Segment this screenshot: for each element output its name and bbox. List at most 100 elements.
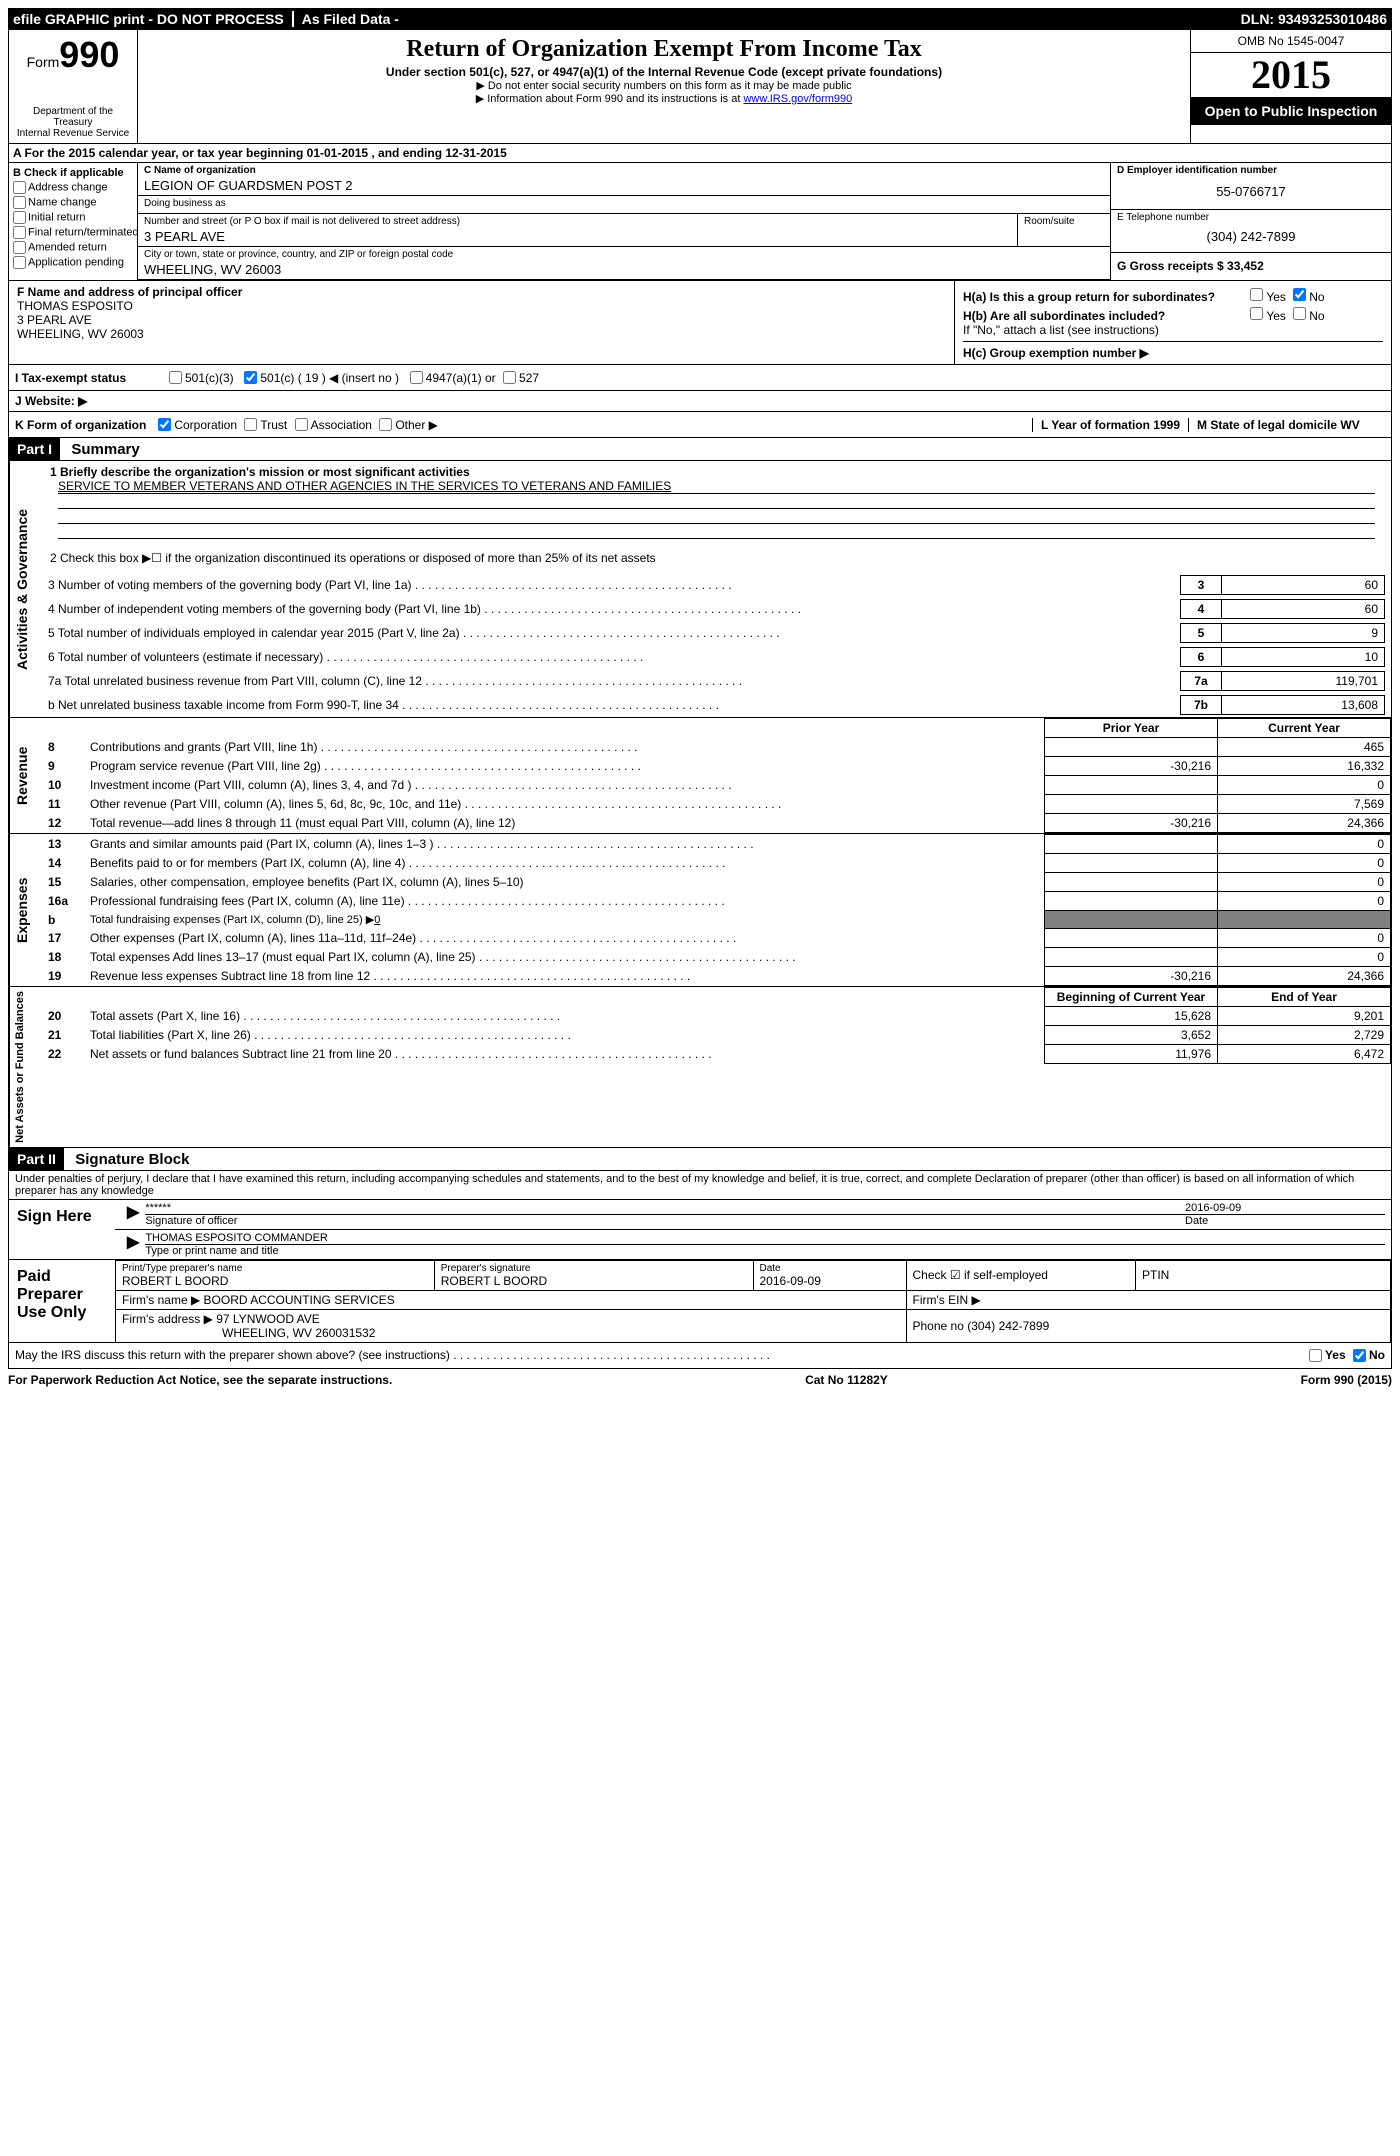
address-change-check[interactable] xyxy=(13,181,26,194)
line21-end: 2,729 xyxy=(1218,1026,1391,1045)
type-name-label: Type or print name and title xyxy=(145,1244,1385,1257)
line22-desc: Net assets or fund balances Subtract lin… xyxy=(84,1045,1045,1064)
room-label: Room/suite xyxy=(1024,216,1104,227)
assoc-label: Association xyxy=(311,418,372,432)
firm-name: BOORD ACCOUNTING SERVICES xyxy=(204,1293,395,1307)
street-value: 3 PEARL AVE xyxy=(144,227,1011,244)
application-pending-label: Application pending xyxy=(28,256,124,268)
line11-current: 7,569 xyxy=(1218,795,1391,814)
corp-check[interactable] xyxy=(158,418,171,431)
form-word: Form xyxy=(27,54,60,70)
side-activities-governance: Activities & Governance xyxy=(9,461,42,717)
self-employed-check: Check ☑ if self-employed xyxy=(906,1260,1136,1290)
form-header: Form990 Department of the Treasury Inter… xyxy=(8,30,1392,144)
hb-no-check[interactable] xyxy=(1293,307,1306,320)
line22-begin: 11,976 xyxy=(1045,1045,1218,1064)
as-filed: As Filed Data - xyxy=(294,11,407,27)
assoc-check[interactable] xyxy=(295,418,308,431)
501c-label: 501(c) ( 19 ) ◀ (insert no ) xyxy=(260,371,399,385)
year-formation: L Year of formation 1999 xyxy=(1041,418,1180,432)
ha-no-check[interactable] xyxy=(1293,288,1306,301)
dba-label: Doing business as xyxy=(144,198,1104,209)
amended-return-check[interactable] xyxy=(13,241,26,254)
side-revenue: Revenue xyxy=(9,718,42,833)
officer-printed-name: THOMAS ESPOSITO COMMANDER xyxy=(145,1232,1385,1244)
initial-return-check[interactable] xyxy=(13,211,26,224)
line8-desc: Contributions and grants (Part VIII, lin… xyxy=(84,738,1045,757)
website-label: J Website: ▶ xyxy=(15,394,87,408)
other-check[interactable] xyxy=(379,418,392,431)
line22-end: 6,472 xyxy=(1218,1045,1391,1064)
mission-text: SERVICE TO MEMBER VETERANS AND OTHER AGE… xyxy=(58,479,1375,494)
line18-current: 0 xyxy=(1218,948,1391,967)
section-revenue: Revenue Prior YearCurrent Year 8Contribu… xyxy=(8,718,1392,834)
row-k-form-org: K Form of organization Corporation Trust… xyxy=(8,412,1392,438)
line16b-val: 0 xyxy=(374,914,380,926)
line5-val: 9 xyxy=(1222,623,1385,643)
info-note-text: ▶ Information about Form 990 and its ins… xyxy=(476,93,744,105)
state-domicile: M State of legal domicile WV xyxy=(1197,418,1360,432)
irs-label: Internal Revenue Service xyxy=(13,128,133,139)
dln: DLN: 93493253010486 xyxy=(1241,11,1387,27)
line6-num: 6 xyxy=(1180,647,1222,667)
row-a-tax-year: A For the 2015 calendar year, or tax yea… xyxy=(8,144,1392,163)
paid-preparer-label: Paid Preparer Use Only xyxy=(9,1260,115,1342)
line10-current: 0 xyxy=(1218,776,1391,795)
line16b-desc: Total fundraising expenses (Part IX, col… xyxy=(84,911,1045,929)
501c-check[interactable] xyxy=(244,371,257,384)
discuss-row: May the IRS discuss this return with the… xyxy=(8,1343,1392,1369)
line7b-num: 7b xyxy=(1180,695,1222,715)
discuss-no-check[interactable] xyxy=(1353,1349,1366,1362)
omb-number: OMB No 1545-0047 xyxy=(1191,30,1391,53)
ssn-note: ▶ Do not enter social security numbers o… xyxy=(148,79,1180,92)
firm-addr2: WHEELING, WV 260031532 xyxy=(122,1326,375,1340)
entity-block: B Check if applicable Address change Nam… xyxy=(8,163,1392,281)
name-change-check[interactable] xyxy=(13,196,26,209)
hb-yes-check[interactable] xyxy=(1250,307,1263,320)
4947-label: 4947(a)(1) or xyxy=(426,371,496,385)
phone-label: E Telephone number xyxy=(1117,212,1385,223)
begin-year-header: Beginning of Current Year xyxy=(1045,988,1218,1007)
line18-desc: Total expenses Add lines 13–17 (must equ… xyxy=(84,948,1045,967)
firm-ein: Firm's EIN ▶ xyxy=(906,1290,1391,1309)
line5-num: 5 xyxy=(1180,623,1222,643)
final-return-check[interactable] xyxy=(13,226,26,239)
irs-link[interactable]: www.IRS.gov/form990 xyxy=(743,93,852,105)
line16b-text: Total fundraising expenses (Part IX, col… xyxy=(90,914,374,926)
application-pending-check[interactable] xyxy=(13,256,26,269)
line9-prior: -30,216 xyxy=(1045,757,1218,776)
discuss-yes-check[interactable] xyxy=(1309,1349,1322,1362)
line3-val: 60 xyxy=(1222,575,1385,595)
prep-name-label: Print/Type preparer's name xyxy=(122,1263,428,1274)
hb-label: H(b) Are all subordinates included? xyxy=(963,309,1243,323)
501c3-label: 501(c)(3) xyxy=(185,371,234,385)
trust-check[interactable] xyxy=(244,418,257,431)
line17-desc: Other expenses (Part IX, column (A), lin… xyxy=(84,929,1045,948)
4947-check[interactable] xyxy=(410,371,423,384)
open-inspection: Open to Public Inspection xyxy=(1191,97,1391,125)
line6-val: 10 xyxy=(1222,647,1385,667)
501c3-check[interactable] xyxy=(169,371,182,384)
part1-title: Summary xyxy=(63,441,139,458)
part2-title: Signature Block xyxy=(67,1151,189,1168)
line3-num: 3 xyxy=(1180,575,1222,595)
firm-name-label: Firm's name ▶ xyxy=(122,1293,200,1307)
officer-label: F Name and address of principal officer xyxy=(17,285,242,299)
hb-no: No xyxy=(1309,309,1324,323)
pra-notice: For Paperwork Reduction Act Notice, see … xyxy=(8,1373,392,1387)
ha-yes-check[interactable] xyxy=(1250,288,1263,301)
corp-label: Corporation xyxy=(174,418,237,432)
line7a-desc: 7a Total unrelated business revenue from… xyxy=(48,674,1180,688)
signature-block: Sign Here ▶ ****** Signature of officer … xyxy=(8,1200,1392,1343)
name-change-label: Name change xyxy=(28,196,97,208)
line9-desc: Program service revenue (Part VIII, line… xyxy=(84,757,1045,776)
line20-end: 9,201 xyxy=(1218,1007,1391,1026)
initial-return-label: Initial return xyxy=(28,211,85,223)
line13-current: 0 xyxy=(1218,835,1391,854)
ha-no: No xyxy=(1309,290,1324,304)
line12-desc: Total revenue—add lines 8 through 11 (mu… xyxy=(84,814,1045,833)
part1-badge: Part I xyxy=(9,438,60,460)
line13-desc: Grants and similar amounts paid (Part IX… xyxy=(84,835,1045,854)
527-check[interactable] xyxy=(503,371,516,384)
ptin-label: PTIN xyxy=(1136,1260,1391,1290)
